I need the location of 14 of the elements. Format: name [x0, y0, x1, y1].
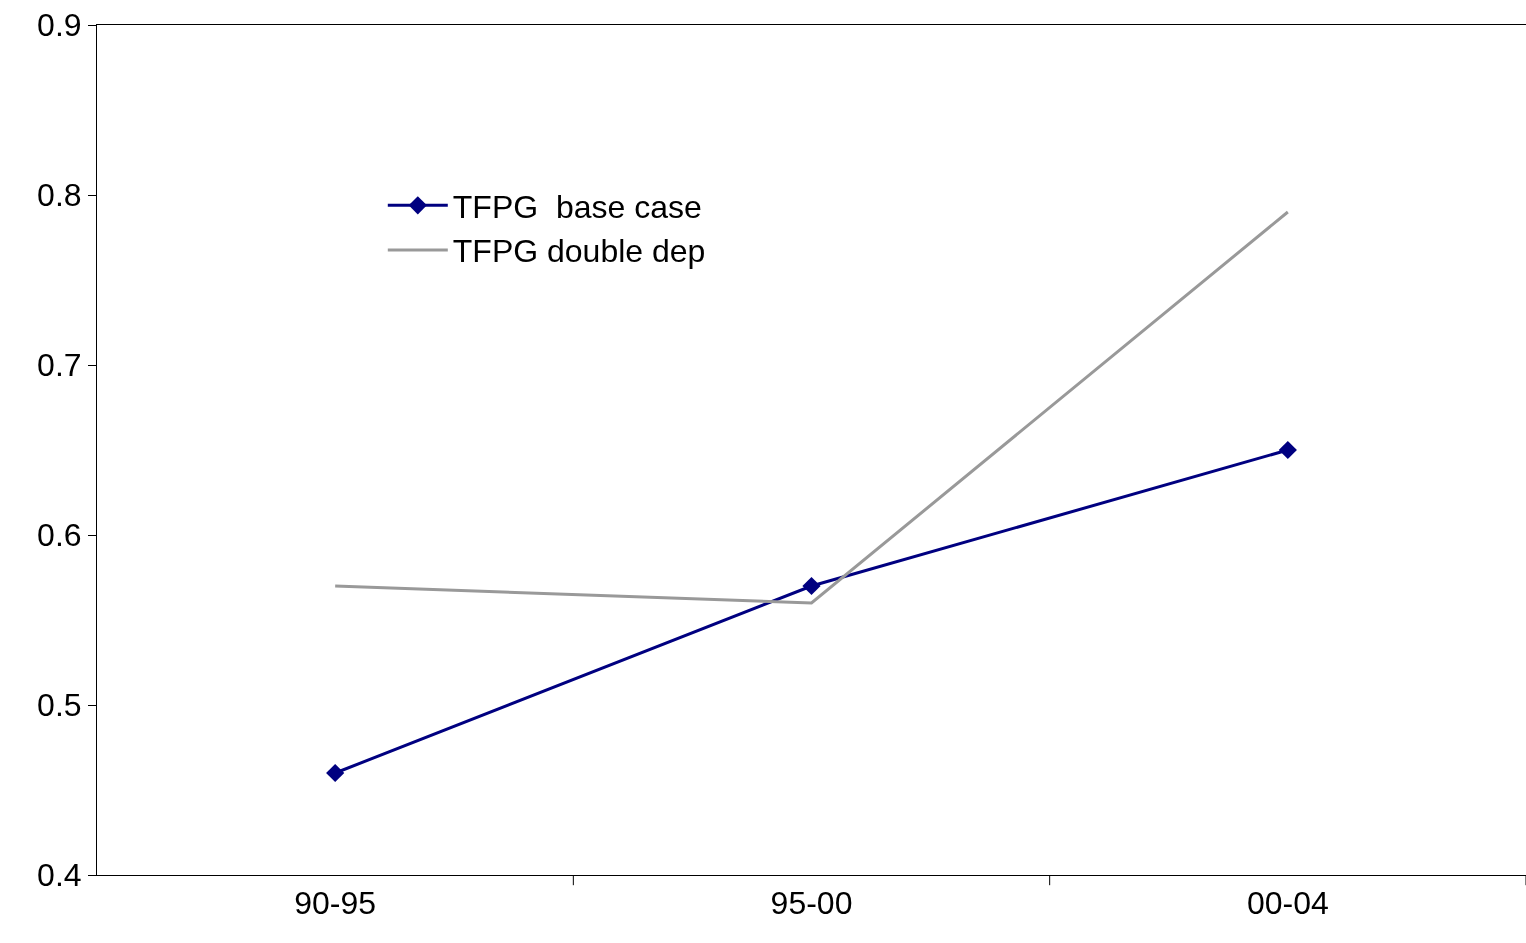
point — [1278, 440, 1297, 460]
y-tick-label: 0.9 — [37, 7, 82, 44]
x-tick-label: 90-95 — [294, 885, 377, 922]
y-tick-label: 0.5 — [37, 687, 82, 724]
point — [326, 763, 345, 783]
y-tick-label: 0.7 — [37, 347, 82, 384]
point — [802, 576, 821, 596]
y-tick-label: 0.6 — [37, 517, 82, 554]
x-tick-label: 95-00 — [770, 885, 853, 922]
y-tick-label: 0.4 — [37, 857, 82, 894]
y-tick-label: 0.8 — [37, 177, 82, 214]
legend-label: TFPG double dep — [452, 233, 706, 270]
x-tick-label: 00-04 — [1246, 885, 1329, 922]
legend-label: TFPG base case — [452, 188, 702, 225]
